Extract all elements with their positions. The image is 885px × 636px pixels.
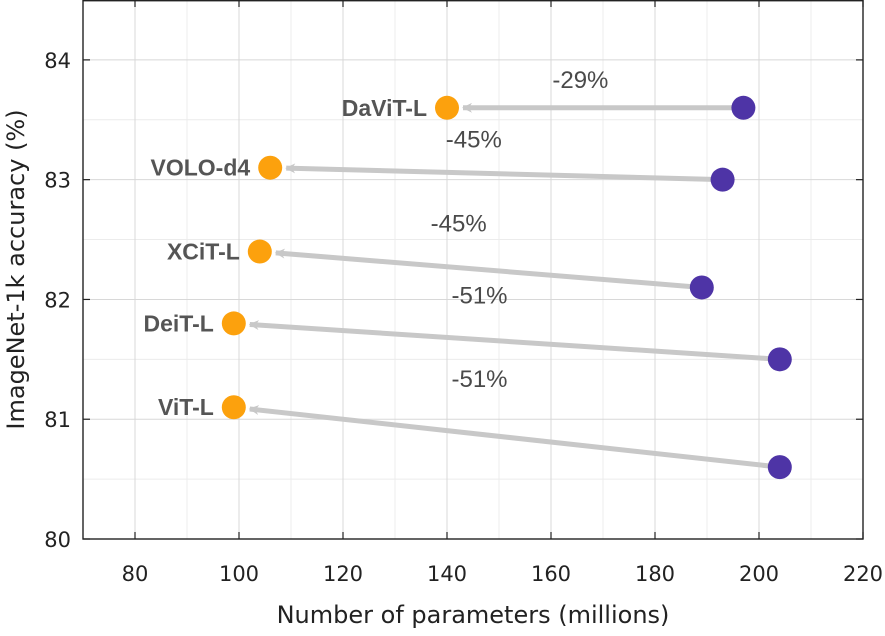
point-reduced-DaViT-L	[435, 95, 459, 120]
x-axis-title: Number of parameters (millions)	[277, 601, 670, 629]
point-original-DaViT-L	[731, 95, 756, 120]
labels: DaViT-L -29% VOLO-d4 -45% XCiT-L -45% DeiT-L -5…	[144, 67, 609, 420]
y-axis-title: ImageNet-1k accuracy (%)	[2, 109, 30, 429]
model-label-XCiT-L: XCiT-L	[167, 239, 240, 265]
x-tick-label: 180	[635, 562, 675, 586]
x-tick-label: 160	[531, 562, 571, 586]
points	[221, 95, 792, 480]
model-label-VOLO-d4: VOLO-d4	[151, 155, 251, 181]
arrow-XCiT-L	[274, 248, 703, 290]
plot-frame	[82, 0, 864, 540]
arrows	[248, 102, 781, 470]
x-tick-label: 220	[843, 562, 883, 586]
point-original-ViT-L	[767, 455, 792, 480]
arrow-DeiT-L	[248, 320, 780, 362]
point-reduced-VOLO-d4	[258, 155, 283, 180]
x-tick-label: 80	[122, 562, 149, 586]
y-tick-label: 80	[44, 528, 71, 552]
point-reduced-ViT-L	[221, 395, 246, 420]
point-original-VOLO-d4	[710, 167, 735, 192]
reduction-label-VOLO-d4: -45%	[446, 127, 502, 154]
reduction-label-DaViT-L: -29%	[552, 67, 608, 94]
reduction-label-ViT-L: -51%	[451, 366, 507, 393]
y-tick-label: 82	[44, 288, 71, 312]
y-tick-label: 83	[44, 169, 71, 193]
x-tick-label: 100	[219, 562, 259, 586]
reduction-label-XCiT-L: -45%	[431, 211, 487, 238]
grid	[82, 0, 864, 540]
model-label-DeiT-L: DeiT-L	[144, 310, 214, 336]
x-tick-label: 140	[427, 562, 467, 586]
reduction-label-DeiT-L: -51%	[451, 282, 507, 309]
axis-ticks: 80 100 120 140 160 180 200 220 80 81 82 83 84	[44, 0, 883, 586]
y-tick-label: 84	[44, 49, 71, 73]
arrow-VOLO-d4	[285, 163, 723, 183]
point-reduced-DeiT-L	[221, 311, 246, 336]
model-label-ViT-L: ViT-L	[158, 394, 214, 420]
x-tick-label: 120	[323, 562, 363, 586]
arrow-ViT-L	[248, 405, 781, 470]
x-tick-label: 200	[739, 562, 779, 586]
y-tick-label: 81	[44, 408, 71, 432]
point-original-XCiT-L	[689, 275, 714, 300]
model-label-DaViT-L: DaViT-L	[342, 95, 427, 121]
point-original-DeiT-L	[767, 347, 792, 372]
point-reduced-XCiT-L	[247, 239, 272, 264]
